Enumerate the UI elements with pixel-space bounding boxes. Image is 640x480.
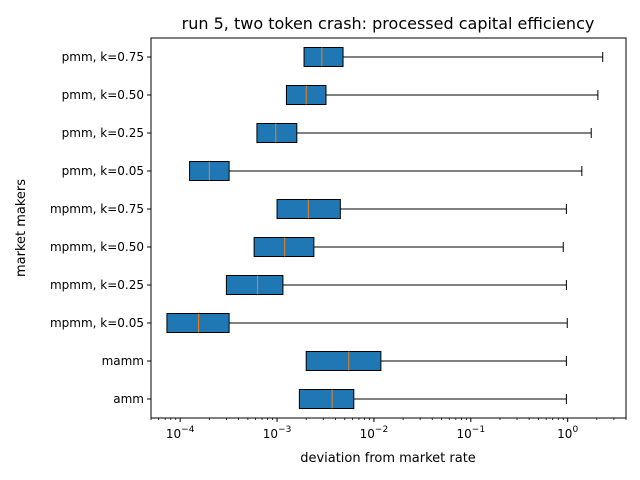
x-tick-label: 10−2 xyxy=(360,425,389,441)
y-tick-label: mpmm, k=0.50 xyxy=(50,240,144,254)
y-tick-label: pmm, k=0.25 xyxy=(62,126,144,140)
y-tick-label: pmm, k=0.75 xyxy=(62,50,144,64)
x-axis-label: deviation from market rate xyxy=(300,451,476,466)
y-axis-label: market makers xyxy=(14,179,29,277)
axes-frame xyxy=(150,37,627,419)
y-tick-label: pmm, k=0.50 xyxy=(62,88,144,102)
x-tick-label: 10−4 xyxy=(166,425,195,441)
box xyxy=(256,123,298,143)
x-tick-label: 100 xyxy=(557,425,578,441)
y-tick-label: mpmm, k=0.05 xyxy=(50,316,144,330)
y-tick-label: mpmm, k=0.75 xyxy=(50,202,144,216)
box xyxy=(298,389,355,409)
box xyxy=(305,351,382,371)
x-tick-label: 10−1 xyxy=(457,425,486,441)
y-tick-label: amm xyxy=(113,392,144,406)
y-tick-label: pmm, k=0.05 xyxy=(62,164,144,178)
box xyxy=(166,313,230,333)
y-tick-label: mamm xyxy=(102,354,144,368)
plot-area: pmm, k=0.75 pmm, k=0.50 pmm, k=0.25 pmm, k=… xyxy=(50,47,627,441)
box xyxy=(253,237,315,257)
chart-title: run 5, two token crash: processed capita… xyxy=(182,14,595,33)
y-tick-label: mpmm, k=0.25 xyxy=(50,278,144,292)
x-tick-label: 10−3 xyxy=(263,425,292,441)
box xyxy=(303,47,344,67)
box xyxy=(225,275,284,295)
